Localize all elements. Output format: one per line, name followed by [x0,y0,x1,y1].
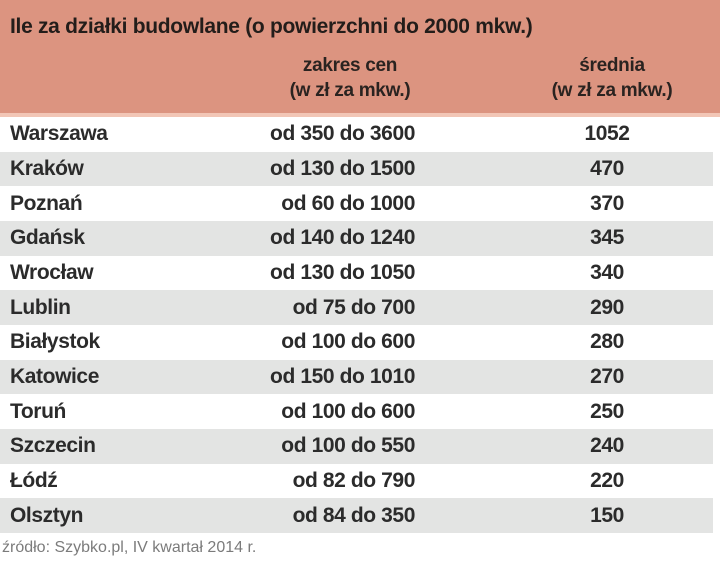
average-cell: 240 [590,434,624,458]
average-cell: 1052 [584,122,630,146]
table-row: Szczecin od 100 do 550 240 [0,429,713,464]
city-cell: Toruń [10,399,66,423]
average-cell: 470 [590,157,624,180]
column-header-price-range: zakres cen (w zł za mkw.) [240,53,460,103]
city-cell: Kraków [10,157,84,180]
table-row: Gdańsk od 140 do 1240 345 [0,221,713,256]
price-range-cell: od 130 do 1500 [270,157,415,180]
table-row: Poznań od 60 do 1000 370 [0,186,713,222]
price-range-cell: od 75 do 700 [292,295,416,319]
city-cell: Łódź [10,469,58,493]
average-cell: 250 [590,399,624,423]
table-row: Kraków od 130 do 1500 470 [0,151,713,187]
price-range-cell: od 100 do 600 [281,330,415,354]
city-cell: Poznań [10,191,83,215]
price-range-cell: od 350 do 3600 [270,122,415,146]
page-title: Ile za działki budowlane (o powierzchni … [10,15,533,38]
column-header-average-line1: średnia [579,55,645,76]
city-cell: Warszawa [10,122,108,146]
table-row: Olsztyn od 84 do 350 150 [0,498,713,534]
table-row: Łódź od 82 do 790 220 [0,463,713,499]
price-range-cell: od 150 do 1010 [270,365,415,389]
city-cell: Gdańsk [10,226,85,250]
table-row: Białystok od 100 do 600 280 [0,325,713,360]
city-cell: Olsztyn [10,503,84,527]
table-row: Toruń od 100 do 600 250 [0,394,713,430]
price-range-cell: od 130 do 1050 [270,261,415,285]
column-header-price-range-line2: (w zł za mkw.) [289,80,411,101]
table-row: Wrocław od 130 do 1050 340 [0,255,713,291]
average-cell: 150 [590,503,624,527]
city-cell: Katowice [10,365,99,389]
average-cell: 345 [590,226,624,250]
table-row: Warszawa od 350 do 3600 1052 [0,117,713,152]
price-range-cell: od 84 do 350 [292,503,416,527]
average-cell: 220 [590,469,624,493]
price-range-cell: od 100 do 550 [281,434,415,458]
average-cell: 290 [590,295,624,319]
city-cell: Lublin [10,295,71,319]
table-header: Ile za działki budowlane (o powierzchni … [0,0,720,117]
average-cell: 370 [590,191,624,215]
average-cell: 280 [590,330,624,354]
average-cell: 270 [590,365,624,389]
city-cell: Szczecin [10,434,96,458]
table-body: Warszawa od 350 do 3600 1052 Kraków od 1… [0,117,713,534]
column-header-average-line2: (w zł za mkw.) [551,80,673,101]
price-range-cell: od 60 do 1000 [281,191,415,215]
price-range-cell: od 140 do 1240 [270,226,415,250]
column-header-price-range-line1: zakres cen [302,55,398,76]
city-cell: Wrocław [10,261,94,285]
price-range-cell: od 100 do 600 [281,399,415,423]
price-range-cell: od 82 do 790 [292,469,416,493]
city-cell: Białystok [10,330,100,354]
source-note: źródło: Szybko.pl, IV kwartał 2014 r. [2,539,257,556]
table-row: Lublin od 75 do 700 290 [0,290,713,326]
column-header-average: średnia (w zł za mkw.) [502,53,720,103]
average-cell: 340 [590,261,624,285]
table-row: Katowice od 150 do 1010 270 [0,359,713,395]
